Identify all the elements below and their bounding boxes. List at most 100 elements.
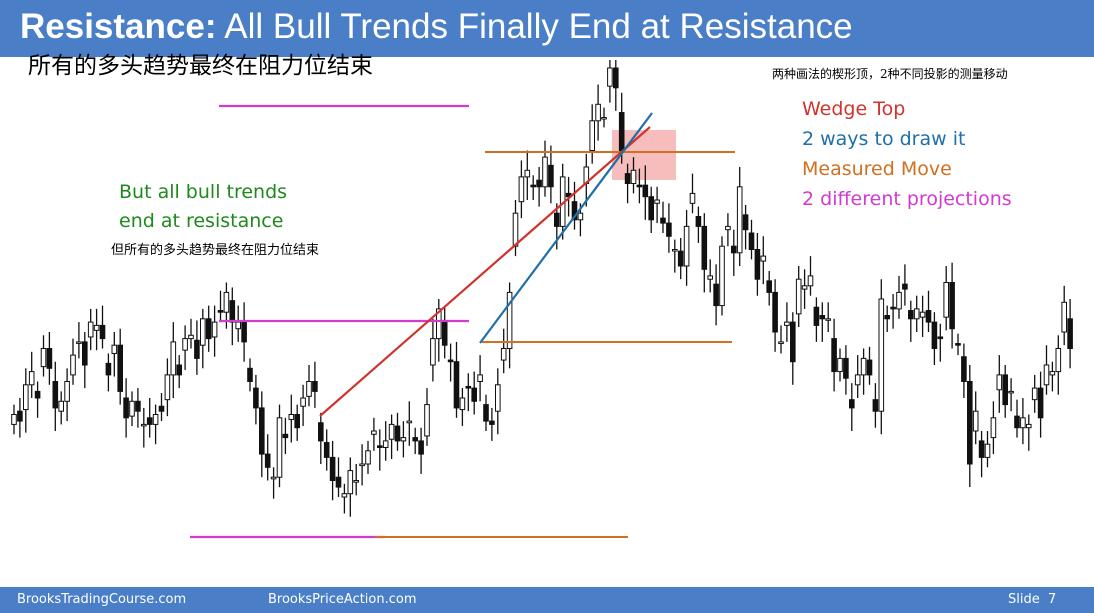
candle-body	[1031, 387, 1038, 401]
candle-body	[506, 291, 513, 349]
candle-body	[860, 357, 867, 376]
candle-body	[595, 103, 601, 122]
footer-link-trading-course[interactable]: BrooksTradingCourse.com	[17, 592, 187, 607]
bull-trend-note-line1: But all bull trends	[119, 181, 288, 203]
candle-body	[200, 318, 206, 346]
candle-body	[11, 414, 17, 425]
candle-body	[264, 453, 271, 468]
candle-body	[943, 282, 950, 318]
candle-body	[500, 348, 507, 361]
candle-body	[28, 371, 35, 386]
candle-body	[111, 344, 118, 354]
footer-link-price-action[interactable]: BrooksPriceAction.com	[268, 592, 417, 607]
candle-body	[323, 442, 330, 458]
candle-body	[371, 430, 377, 435]
candle-body	[418, 440, 424, 455]
wedge-top-red-line	[319, 126, 651, 417]
candle-body	[695, 216, 702, 227]
candle-body	[129, 400, 135, 417]
candle-body	[306, 381, 312, 397]
candle-body	[984, 443, 991, 458]
price-chart	[11, 60, 1073, 539]
legend-projections: 2 different projections	[802, 188, 1012, 210]
annotation-legend: Wedge Top 2 ways to draw it Measured Mov…	[802, 94, 1012, 214]
candle-body	[329, 456, 336, 481]
candle-body	[235, 321, 241, 330]
candle-body	[347, 470, 354, 495]
candle-body	[601, 117, 607, 120]
candle-body	[105, 362, 112, 376]
candle-body	[217, 310, 224, 313]
candle-body	[801, 285, 808, 290]
candle-body	[17, 410, 23, 422]
candle-body	[760, 255, 767, 262]
candle-body	[170, 341, 177, 376]
candle-body	[790, 321, 796, 363]
candle-body	[117, 344, 124, 392]
candle-body	[937, 336, 944, 340]
candle-body	[152, 414, 159, 425]
candle-body	[719, 245, 725, 307]
candle-body	[223, 291, 230, 313]
candle-body	[259, 407, 265, 455]
candle-body	[23, 384, 29, 411]
candle-body	[211, 321, 218, 338]
candle-body	[554, 212, 560, 227]
candle-body	[394, 425, 401, 442]
candle-body	[713, 283, 719, 307]
bull-trend-note-line2: end at resistance	[119, 210, 284, 232]
candle-body	[93, 324, 100, 331]
candle-body	[772, 291, 778, 333]
candle-body	[471, 387, 477, 402]
candle-body	[247, 367, 253, 382]
candle-body	[377, 445, 383, 449]
candle-body	[412, 437, 418, 442]
candle-body	[736, 186, 743, 254]
candle-body	[270, 476, 277, 480]
candle-body	[677, 250, 684, 267]
candle-body	[465, 385, 472, 389]
title-bold: Resistance:	[20, 7, 217, 46]
candle-body	[436, 308, 442, 340]
candle-body	[536, 179, 542, 188]
bull-trend-note-chinese: 但所有的多头趋势最终在阻力位结束	[111, 243, 320, 258]
candle-body	[135, 400, 141, 412]
slide-label: Slide	[1008, 592, 1040, 607]
candle-body	[878, 298, 885, 412]
candle-body	[642, 184, 649, 198]
candle-body	[87, 321, 94, 338]
candle-body	[52, 381, 59, 409]
candle-body	[406, 420, 413, 424]
legend-wedge-top: Wedge Top	[802, 98, 906, 120]
candle-body	[1067, 318, 1073, 349]
candle-body	[748, 232, 755, 250]
candle-body	[359, 463, 365, 467]
candle-body	[630, 169, 637, 185]
candle-body	[388, 423, 395, 440]
slide-number: 7	[1048, 592, 1057, 607]
candle-body	[648, 196, 655, 221]
candle-body	[795, 278, 802, 315]
candle-body	[518, 176, 525, 203]
candle-body	[742, 214, 749, 231]
candle-body	[996, 374, 1003, 391]
candle-body	[931, 321, 938, 350]
candle-body	[683, 225, 690, 267]
candle-body	[666, 222, 672, 237]
candle-body	[778, 341, 784, 345]
candle-body	[607, 67, 613, 87]
candle-body	[542, 156, 548, 188]
wedge-top-blue-line	[479, 112, 653, 344]
candle-body	[530, 184, 537, 188]
candle-body	[849, 399, 855, 409]
legend-ways-to-draw: 2 ways to draw it	[802, 128, 966, 150]
candle-body	[654, 199, 660, 204]
candle-body	[1008, 390, 1014, 394]
slide-title: Resistance: All Bull Trends Finally End …	[20, 6, 853, 48]
candle-body	[483, 404, 489, 422]
candle-body	[123, 397, 129, 419]
candle-body	[978, 440, 985, 458]
candle-body	[689, 192, 696, 204]
candle-body	[229, 300, 236, 323]
candle-body	[972, 410, 979, 432]
